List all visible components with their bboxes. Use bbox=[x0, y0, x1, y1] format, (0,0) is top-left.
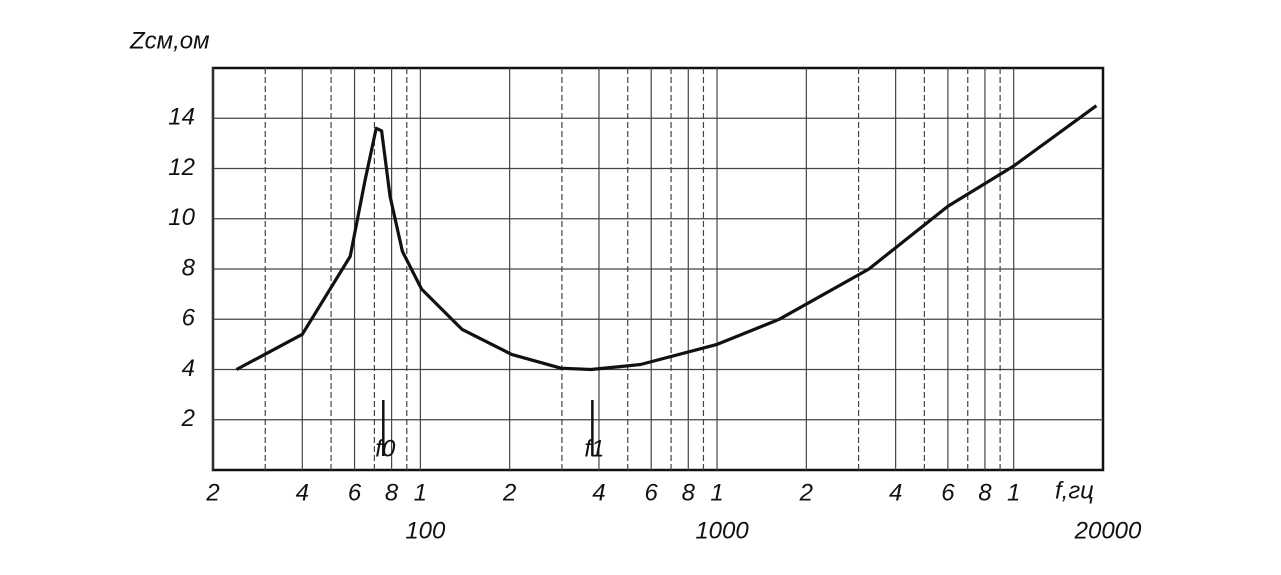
y-axis-label: Zсм,ом bbox=[129, 27, 210, 54]
x-axis-label: f,гц bbox=[1055, 477, 1094, 504]
y-tick-label: 10 bbox=[168, 204, 195, 231]
x-tick-label: 2 bbox=[799, 479, 813, 506]
y-tick-label: 12 bbox=[168, 154, 195, 181]
annotation-label: f1 bbox=[584, 435, 604, 462]
y-tick-label: 2 bbox=[181, 405, 195, 432]
y-tick-label: 8 bbox=[182, 254, 196, 281]
x-decade-label: 1000 bbox=[695, 517, 749, 544]
y-tick-label: 14 bbox=[168, 104, 195, 131]
x-decade-label: 20000 bbox=[1074, 517, 1142, 544]
x-tick-label: 6 bbox=[348, 479, 362, 506]
x-tick-label: 2 bbox=[205, 479, 219, 506]
x-tick-label: 4 bbox=[296, 479, 309, 506]
x-tick-label: 8 bbox=[978, 479, 992, 506]
curve bbox=[235, 104, 1098, 372]
x-tick-label: 4 bbox=[592, 479, 605, 506]
y-tick-label: 4 bbox=[182, 355, 195, 382]
x-tick-label: 8 bbox=[682, 479, 696, 506]
x-tick-label: 8 bbox=[385, 479, 399, 506]
x-tick-label: 4 bbox=[889, 479, 902, 506]
x-tick-label: 6 bbox=[941, 479, 955, 506]
x-tick-label: 1 bbox=[414, 479, 427, 506]
x-tick-label: 1 bbox=[1007, 479, 1020, 506]
x-decade-label: 100 bbox=[405, 517, 446, 544]
x-tick-label: 2 bbox=[502, 479, 516, 506]
annotation-label: f0 bbox=[375, 435, 396, 462]
y-tick-label: 6 bbox=[182, 305, 196, 332]
x-tick-label: 6 bbox=[645, 479, 659, 506]
x-tick-label: 1 bbox=[710, 479, 723, 506]
